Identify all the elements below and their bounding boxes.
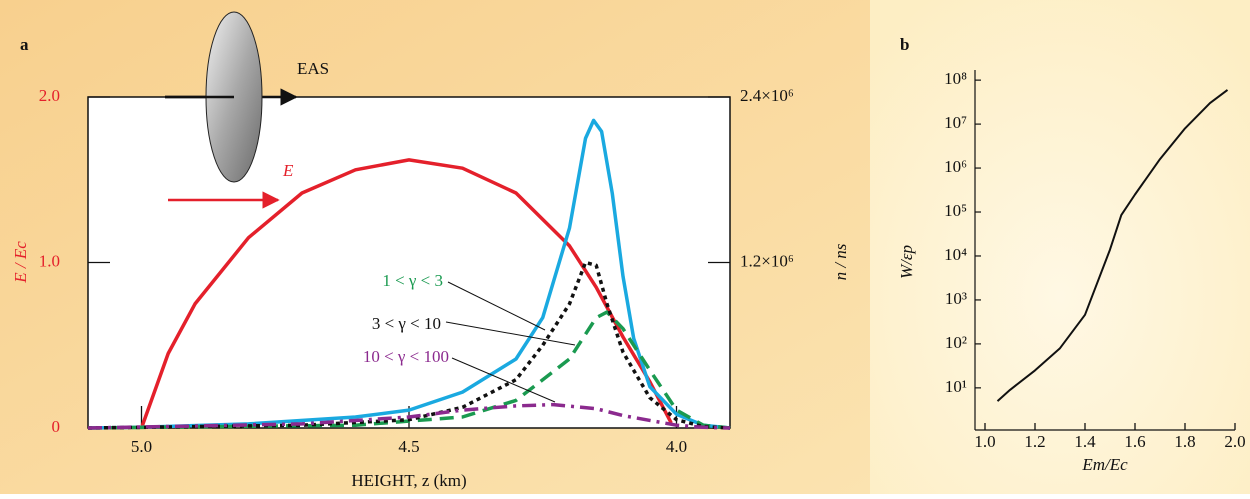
y-tick-label: 10⁵ <box>944 201 967 220</box>
panel-label: a <box>20 35 29 54</box>
y-tick-label: 10² <box>945 333 967 352</box>
series-line <box>87 310 731 430</box>
series-label: 3 < γ < 10 <box>372 314 441 333</box>
y-tick-label: 10⁸ <box>944 69 967 88</box>
chart-layer: 5.0 4.5 4.0 0 1.0 2.0 1.2×10⁶ 2.4×10⁶ E 1 < γ < 3… <box>39 69 1246 456</box>
series-line <box>87 402 731 430</box>
series-line <box>139 158 673 429</box>
x-axis-title: HEIGHT, z (km) <box>351 471 466 490</box>
y-tick-label: 10⁷ <box>944 113 967 132</box>
x-axis-title: Em/Ec <box>1081 455 1128 474</box>
y-axis-title: E / Ec <box>11 241 30 284</box>
x-tick-label: 1.2 <box>1024 432 1045 451</box>
y-tick-label: 0 <box>52 417 61 436</box>
leader-line <box>445 321 576 346</box>
y2-axis-title: n / ns <box>831 243 850 280</box>
y-tick-label: 2.0 <box>39 86 60 105</box>
y2-tick-label: 1.2×10⁶ <box>740 251 794 270</box>
y-tick-label: 10¹ <box>945 377 967 396</box>
panel-b-background <box>870 0 1250 494</box>
series-line <box>996 89 1229 402</box>
y-axis-title: W/εp <box>897 245 916 279</box>
x-tick-label: 2.0 <box>1224 432 1245 451</box>
y-tick-label: 10⁶ <box>944 157 967 176</box>
x-tick-label: 1.0 <box>974 432 995 451</box>
y-tick-label: 1.0 <box>39 251 60 270</box>
series-line <box>87 118 731 430</box>
x-tick-label: 4.5 <box>398 437 419 456</box>
series-label: 1 < γ < 3 <box>382 271 443 290</box>
y-tick-label: 10³ <box>945 289 967 308</box>
y2-tick-label: 2.4×10⁶ <box>740 86 794 105</box>
leader-line <box>447 281 546 331</box>
x-tick-label: 1.8 <box>1174 432 1195 451</box>
series-label: 10 < γ < 100 <box>363 347 449 366</box>
x-tick-label: 4.0 <box>666 437 687 456</box>
x-tick-label: 1.4 <box>1074 432 1096 451</box>
y-tick-label: 10⁴ <box>944 245 967 264</box>
x-tick-label: 1.6 <box>1124 432 1145 451</box>
leader-line <box>451 357 556 403</box>
series-label: E <box>282 161 294 180</box>
plot-area <box>88 97 730 428</box>
x-tick-label: 5.0 <box>131 437 152 456</box>
annotation: EAS <box>297 59 329 78</box>
panel-label: b <box>900 35 909 54</box>
